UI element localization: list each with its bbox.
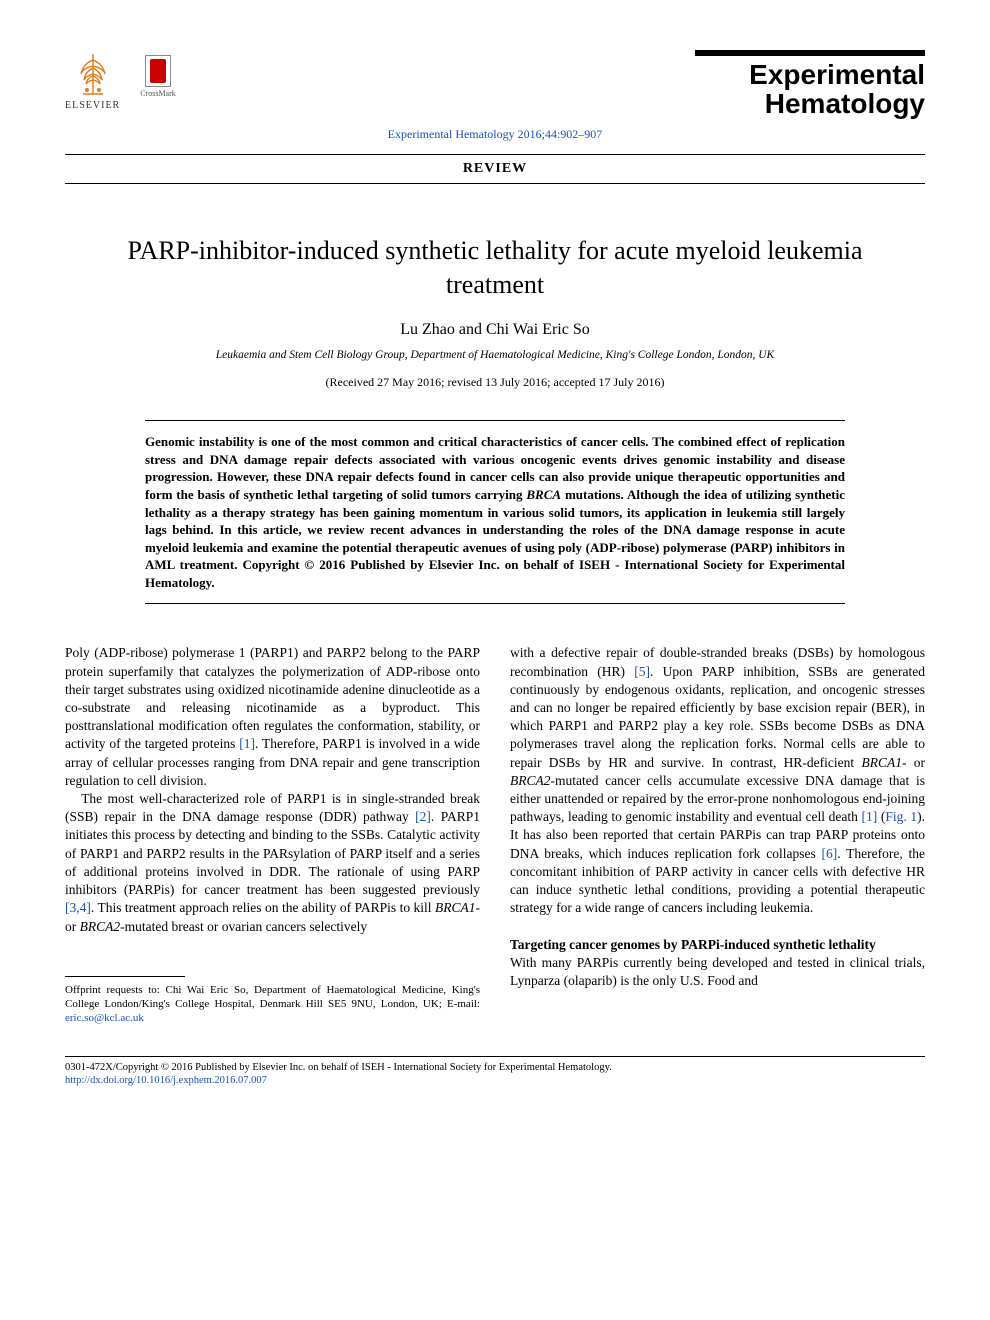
doi-link[interactable]: http://dx.doi.org/10.1016/j.exphem.2016.… <box>65 1074 925 1088</box>
abstract-part2: mutations. Although the idea of utilizin… <box>145 487 845 590</box>
col1-para2: The most well-characterized role of PARP… <box>65 790 480 936</box>
affiliation: Leukaemia and Stem Cell Biology Group, D… <box>65 349 925 361</box>
gene-italic: BRCA1 <box>861 755 902 770</box>
crossmark-label: CrossMark <box>140 89 176 98</box>
gene-italic: BRCA2 <box>510 773 551 788</box>
section-heading: Targeting cancer genomes by PARPi-induce… <box>510 936 925 954</box>
gene-italic: BRCA2 <box>80 919 121 934</box>
gene-italic: BRCA1 <box>435 900 476 915</box>
journal-brand-line2: Hematology <box>695 89 925 118</box>
article-title: PARP-inhibitor-induced synthetic lethali… <box>125 234 865 302</box>
body-columns: Poly (ADP-ribose) polymerase 1 (PARP1) a… <box>65 644 925 1025</box>
header-left: ELSEVIER CrossMark <box>65 50 176 111</box>
article-type: REVIEW <box>65 154 925 184</box>
ref-link-2[interactable]: [2] <box>415 809 431 824</box>
abstract-box: Genomic instability is one of the most c… <box>145 420 845 604</box>
email-link[interactable]: eric.so@kcl.ac.uk <box>65 1012 144 1024</box>
footnote: Offprint requests to: Chi Wai Eric So, D… <box>65 983 480 1026</box>
ref-link-5[interactable]: [5] <box>634 664 650 679</box>
footer-separator <box>65 1056 925 1057</box>
abstract-italic: BRCA <box>526 487 561 502</box>
elsevier-tree-icon <box>69 50 117 98</box>
ref-link-1b[interactable]: [1] <box>862 809 878 824</box>
fig-link-1[interactable]: Fig. 1 <box>885 809 917 824</box>
crossmark-badge[interactable]: CrossMark <box>140 55 176 98</box>
text-span: . This treatment approach relies on the … <box>91 900 435 915</box>
footnote-text: Offprint requests to: Chi Wai Eric So, D… <box>65 984 480 1010</box>
column-left: Poly (ADP-ribose) polymerase 1 (PARP1) a… <box>65 644 480 1025</box>
ref-link-34[interactable]: [3,4] <box>65 900 91 915</box>
column-right: with a defective repair of double-strand… <box>510 644 925 1025</box>
elsevier-label: ELSEVIER <box>65 100 120 111</box>
journal-brand: Experimental Hematology <box>695 50 925 119</box>
ref-link-1[interactable]: [1] <box>239 736 255 751</box>
citation-line[interactable]: Experimental Hematology 2016;44:902–907 <box>65 127 925 142</box>
header-row: ELSEVIER CrossMark Experimental Hematolo… <box>65 50 925 119</box>
footer: 0301-472X/Copyright © 2016 Published by … <box>65 1061 925 1088</box>
article-dates: (Received 27 May 2016; revised 13 July 2… <box>65 375 925 390</box>
elsevier-logo[interactable]: ELSEVIER <box>65 50 120 111</box>
copyright-line: 0301-472X/Copyright © 2016 Published by … <box>65 1061 925 1075</box>
text-span: - or <box>902 755 925 770</box>
citation-text: Experimental Hematology 2016;44:902–907 <box>388 127 603 141</box>
col2-para2: With many PARPis currently being develop… <box>510 954 925 990</box>
abstract-text: Genomic instability is one of the most c… <box>145 433 845 591</box>
text-span: -mutated breast or ovarian cancers selec… <box>120 919 367 934</box>
crossmark-icon <box>145 55 171 87</box>
col1-para1: Poly (ADP-ribose) polymerase 1 (PARP1) a… <box>65 644 480 790</box>
authors: Lu Zhao and Chi Wai Eric So <box>65 321 925 339</box>
ref-link-6[interactable]: [6] <box>821 846 837 861</box>
footnote-separator <box>65 976 185 977</box>
col2-para1: with a defective repair of double-strand… <box>510 644 925 917</box>
journal-brand-line1: Experimental <box>695 60 925 89</box>
